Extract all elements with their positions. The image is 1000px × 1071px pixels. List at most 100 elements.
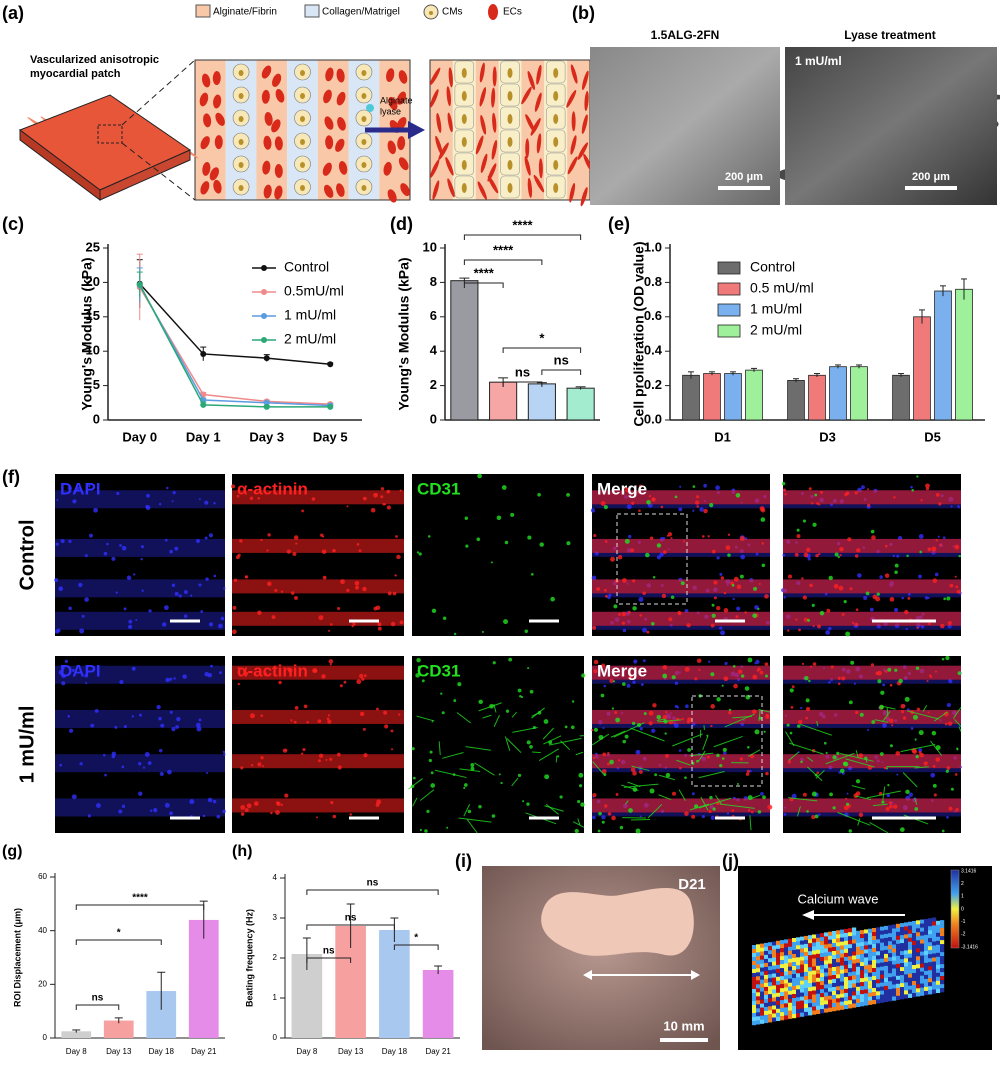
phase-pixel xyxy=(920,979,925,984)
bar xyxy=(489,381,518,421)
phase-pixel xyxy=(880,926,885,931)
phase-pixel xyxy=(900,935,905,940)
cell-dot xyxy=(877,679,882,684)
phase-pixel xyxy=(760,991,765,996)
phase-pixel xyxy=(860,954,865,959)
ec-cell xyxy=(274,185,283,200)
significance-label: * xyxy=(117,928,121,939)
ec-cell xyxy=(264,111,273,126)
cell-dot xyxy=(814,814,819,819)
ec-cell xyxy=(398,157,409,171)
cell-dot xyxy=(674,704,678,709)
phase-pixel xyxy=(880,942,885,947)
phase-pixel xyxy=(888,949,893,954)
cell-dot xyxy=(544,774,550,780)
nucleus xyxy=(507,137,513,147)
cell-dot xyxy=(914,807,919,811)
cell-dot xyxy=(376,707,379,711)
cell-dot xyxy=(645,552,650,558)
phase-pixel xyxy=(796,937,801,942)
phase-pixel xyxy=(852,971,857,976)
cell-dot xyxy=(118,809,123,814)
phase-pixel xyxy=(940,980,945,985)
phase-pixel xyxy=(792,970,797,975)
phase-pixel xyxy=(792,950,797,955)
cell-dot xyxy=(711,549,716,554)
phase-pixel xyxy=(796,969,801,974)
phase-pixel xyxy=(888,973,893,978)
phase-pixel xyxy=(772,981,777,986)
cell-dot xyxy=(879,575,883,579)
cell-dot xyxy=(806,547,811,553)
cell-dot xyxy=(566,541,571,546)
phase-pixel xyxy=(756,980,761,985)
phase-pixel xyxy=(860,946,865,951)
vessel xyxy=(719,803,755,809)
ec-cell xyxy=(430,159,440,178)
cell-dot xyxy=(500,781,503,785)
bar xyxy=(787,380,805,421)
ec-cell xyxy=(200,136,210,150)
cell-dot xyxy=(816,771,820,775)
band xyxy=(592,709,770,724)
phase-pixel xyxy=(824,956,829,961)
cell-dot xyxy=(103,551,108,556)
cell-dot xyxy=(145,505,151,511)
phase-pixel xyxy=(852,951,857,956)
phase-pixel xyxy=(908,969,913,974)
phase-pixel xyxy=(928,970,933,975)
cell-dot xyxy=(328,629,331,632)
phase-pixel xyxy=(920,963,925,968)
phase-pixel xyxy=(848,996,853,1001)
cell-dot xyxy=(564,725,568,729)
cell-dot xyxy=(939,543,942,547)
cell-dot xyxy=(84,673,89,678)
phase-pixel xyxy=(924,954,929,960)
phase-pixel xyxy=(780,948,785,953)
cell-dot xyxy=(796,724,801,728)
cell-dot xyxy=(956,748,959,751)
phase-pixel xyxy=(896,971,901,976)
phase-pixel xyxy=(764,970,769,976)
cell-dot xyxy=(957,671,962,676)
phase-pixel xyxy=(824,952,829,957)
phase-pixel xyxy=(848,928,853,933)
phase-pixel xyxy=(864,945,869,950)
cell-dot xyxy=(457,682,462,687)
phase-pixel xyxy=(840,941,845,946)
cell-dot xyxy=(399,489,402,492)
cell-dot xyxy=(684,666,690,672)
cell-dot xyxy=(60,539,65,544)
cell-dot xyxy=(278,680,282,685)
cell-dot xyxy=(848,829,853,833)
phase-pixel xyxy=(844,980,849,986)
cell-dot xyxy=(71,794,77,800)
cell-dot xyxy=(727,533,731,536)
phase-pixel xyxy=(828,999,833,1004)
cell-dot xyxy=(352,622,356,626)
phase-pixel xyxy=(856,930,861,935)
vessel xyxy=(647,803,663,819)
phase-pixel xyxy=(832,967,837,972)
phase-pixel xyxy=(940,960,945,965)
vessel xyxy=(459,768,481,772)
phase-pixel xyxy=(804,947,809,953)
cell-dot xyxy=(810,665,813,668)
ec-cell xyxy=(479,87,487,107)
ec-cell xyxy=(336,68,345,83)
phase-pixel xyxy=(876,927,881,932)
cell-dot xyxy=(358,549,362,553)
cell-dot xyxy=(216,814,221,819)
phase-pixel xyxy=(916,940,921,945)
cell-dot xyxy=(662,665,668,670)
phase-pixel xyxy=(904,930,909,935)
phase-pixel xyxy=(940,968,945,973)
phase-pixel xyxy=(852,999,857,1004)
ec-cell xyxy=(335,138,345,152)
nucleus xyxy=(553,183,559,193)
phase-pixel xyxy=(784,959,789,964)
ec-cell xyxy=(262,160,271,175)
cell-dot xyxy=(581,673,586,678)
zoom-box xyxy=(97,124,123,144)
cell-dot xyxy=(825,630,831,635)
